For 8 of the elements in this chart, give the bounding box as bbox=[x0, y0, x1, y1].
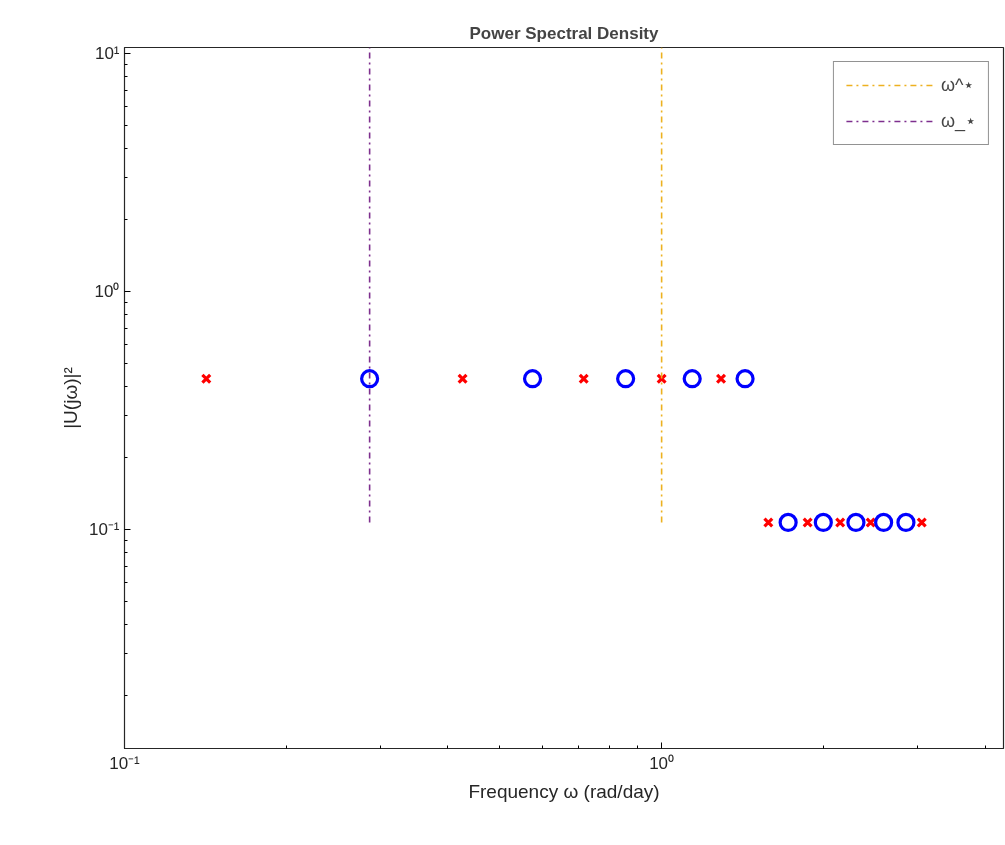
chart-title: Power Spectral Density bbox=[469, 23, 660, 43]
y-tick-label: 10⁰ bbox=[94, 281, 120, 301]
legend-label: ω_⋆ bbox=[940, 110, 976, 132]
y-tick-label: 10⁻¹ bbox=[88, 519, 120, 539]
legend-label: ω^⋆ bbox=[940, 74, 975, 96]
y-tick-label: 10¹ bbox=[94, 44, 120, 64]
y-axis-title: |U(jω)|² bbox=[59, 367, 81, 429]
x-axis-title: Frequency ω (rad/day) bbox=[468, 780, 660, 802]
